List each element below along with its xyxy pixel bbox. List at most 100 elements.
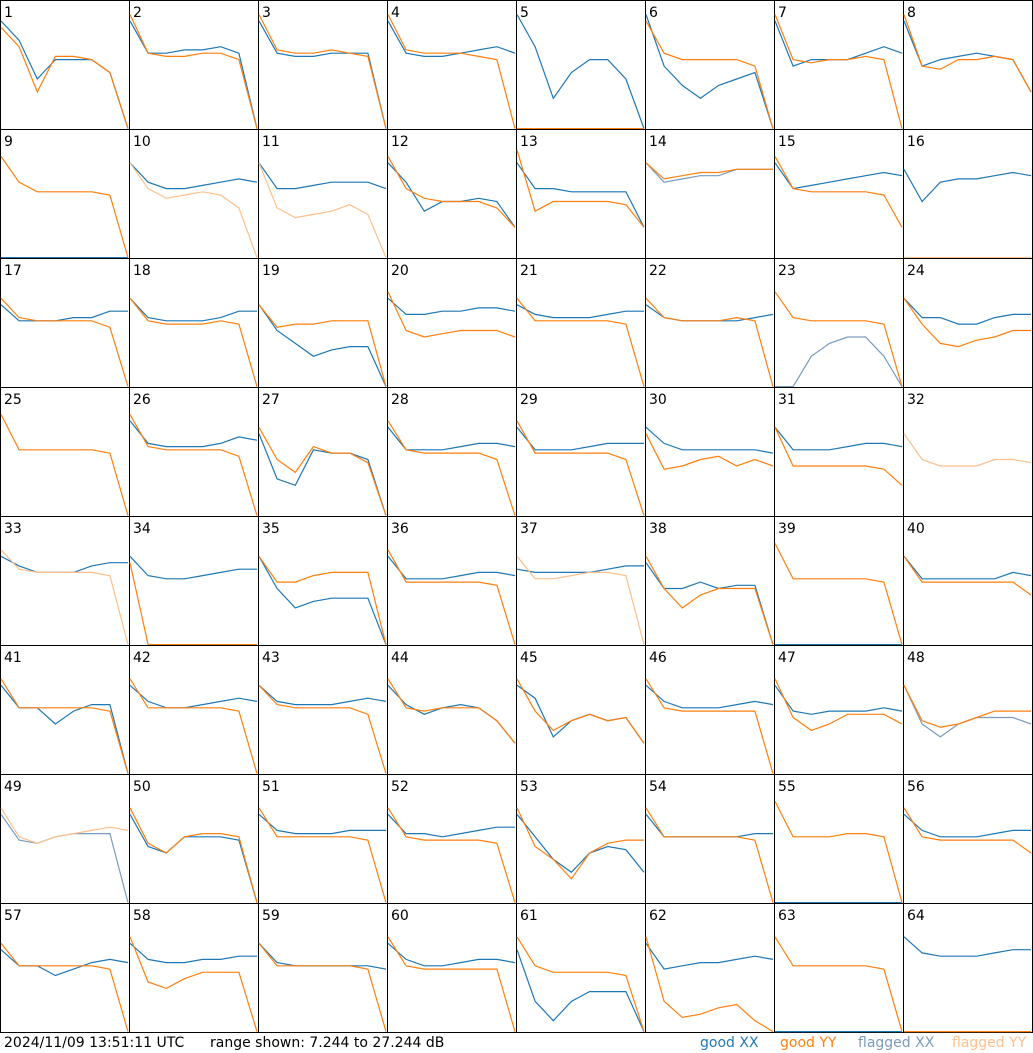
spectrum-yy [258,427,387,516]
spectrum-xx [129,20,258,129]
spectrum-xx [645,562,774,645]
spectrum-xx [645,426,774,454]
spectrum-yy [516,678,645,744]
spectrum-yy [903,807,1032,854]
spectrum-yy [774,936,903,1032]
panel-label: 44 [391,650,409,666]
panel-label: 29 [520,392,538,408]
spectrum-xx [129,420,258,448]
panel-label: 37 [520,521,538,537]
panel-label: 34 [133,521,151,537]
spectrum-yy [645,20,774,129]
spectrum-yy [645,807,774,903]
panel-label: 51 [262,779,280,795]
spectrum-xx [0,20,129,129]
spectrum-yy [0,807,129,844]
spectrum-yy [258,14,387,129]
spectrum-xx [387,684,516,744]
spectrum-yy [903,433,1032,467]
spectrum-xx [0,684,129,774]
spectrum-xx [775,336,903,388]
spectrum-yy [774,14,903,129]
spectrum-xx [387,426,516,451]
spectrum-yy [387,807,516,903]
spectrum-yy [387,14,516,129]
spectrum-yy [516,297,645,387]
spectrum-yy [903,14,1032,93]
legend-entry: flagged YY [952,1035,1027,1051]
panel-label: 63 [778,908,796,924]
panel-label: 2 [133,5,142,21]
panel-label: 41 [4,650,22,666]
panel-label: 49 [4,779,22,795]
panel-label: 21 [520,263,538,279]
panel-label: 27 [262,392,280,408]
panel-label: 55 [778,779,796,795]
spectrum-yy [258,304,387,387]
panel-frame [774,0,904,130]
panel-label: 16 [907,134,925,150]
spectrum-xx [645,942,774,970]
spectrum-yy [0,942,129,1032]
spectrum-yy [645,433,774,470]
panel-label: 45 [520,650,538,666]
spectrum-xx [258,20,387,129]
spectrum-yy [774,801,903,903]
spectrum-yy [903,685,1031,728]
spectrum-xx [903,20,1032,93]
spectrum-xx [645,813,773,838]
panel-label: 26 [133,392,151,408]
spectrum-yy [0,297,129,387]
spectrum-yy [258,807,387,903]
spectrum-yy [516,149,645,228]
panel-label: 3 [262,5,271,21]
spectrum-yy [774,427,903,486]
panel-frame [903,0,1033,130]
panel-label: 18 [133,263,151,279]
spectrum-yy [258,942,387,1032]
panel-label: 25 [4,392,22,408]
spectrum-xx [387,942,516,967]
panel-label: 1 [4,5,13,21]
panel-label: 5 [520,5,529,21]
panel-label: 59 [262,908,280,924]
spectrum-yy [129,297,258,387]
spectrum-yy [129,807,258,903]
panel-label: 48 [907,650,925,666]
panel-label: 30 [649,392,667,408]
panel-label: 54 [649,779,667,795]
spectrum-yy [0,414,129,516]
spectrum-xx [129,942,257,964]
legend-entry: flagged XX [858,1035,935,1051]
spectrum-xx [0,949,129,977]
spectrum-yy [0,156,129,258]
panel-label: 8 [907,5,916,21]
panel-label: 47 [778,650,796,666]
spectrum-xx [258,556,387,645]
panel-label: 11 [262,134,280,150]
panel-label: 7 [778,5,787,21]
spectrum-xx [903,936,1031,957]
spectrum-yy [258,162,387,258]
spectrum-yy [903,555,1032,596]
spectrum-xx [258,813,386,835]
panel-label: 52 [391,779,409,795]
spectrum-xx [258,162,387,190]
panel-label: 56 [907,779,925,795]
spectrum-yy [129,562,257,646]
legend-entry: good YY [780,1035,837,1051]
panel-label: 14 [649,134,667,150]
spectrum-yy [258,555,387,645]
spectrum-yy [645,297,774,387]
spectrum-yy [387,420,516,516]
spectrum-yy [387,291,516,338]
spectrum-xx [516,304,644,319]
panel-label: 40 [907,521,925,537]
spectrum-yy [0,678,129,774]
panel-label: 22 [649,263,667,279]
panel-label: 38 [649,521,667,537]
panel-label: 23 [778,263,796,279]
panel-label: 4 [391,5,400,21]
